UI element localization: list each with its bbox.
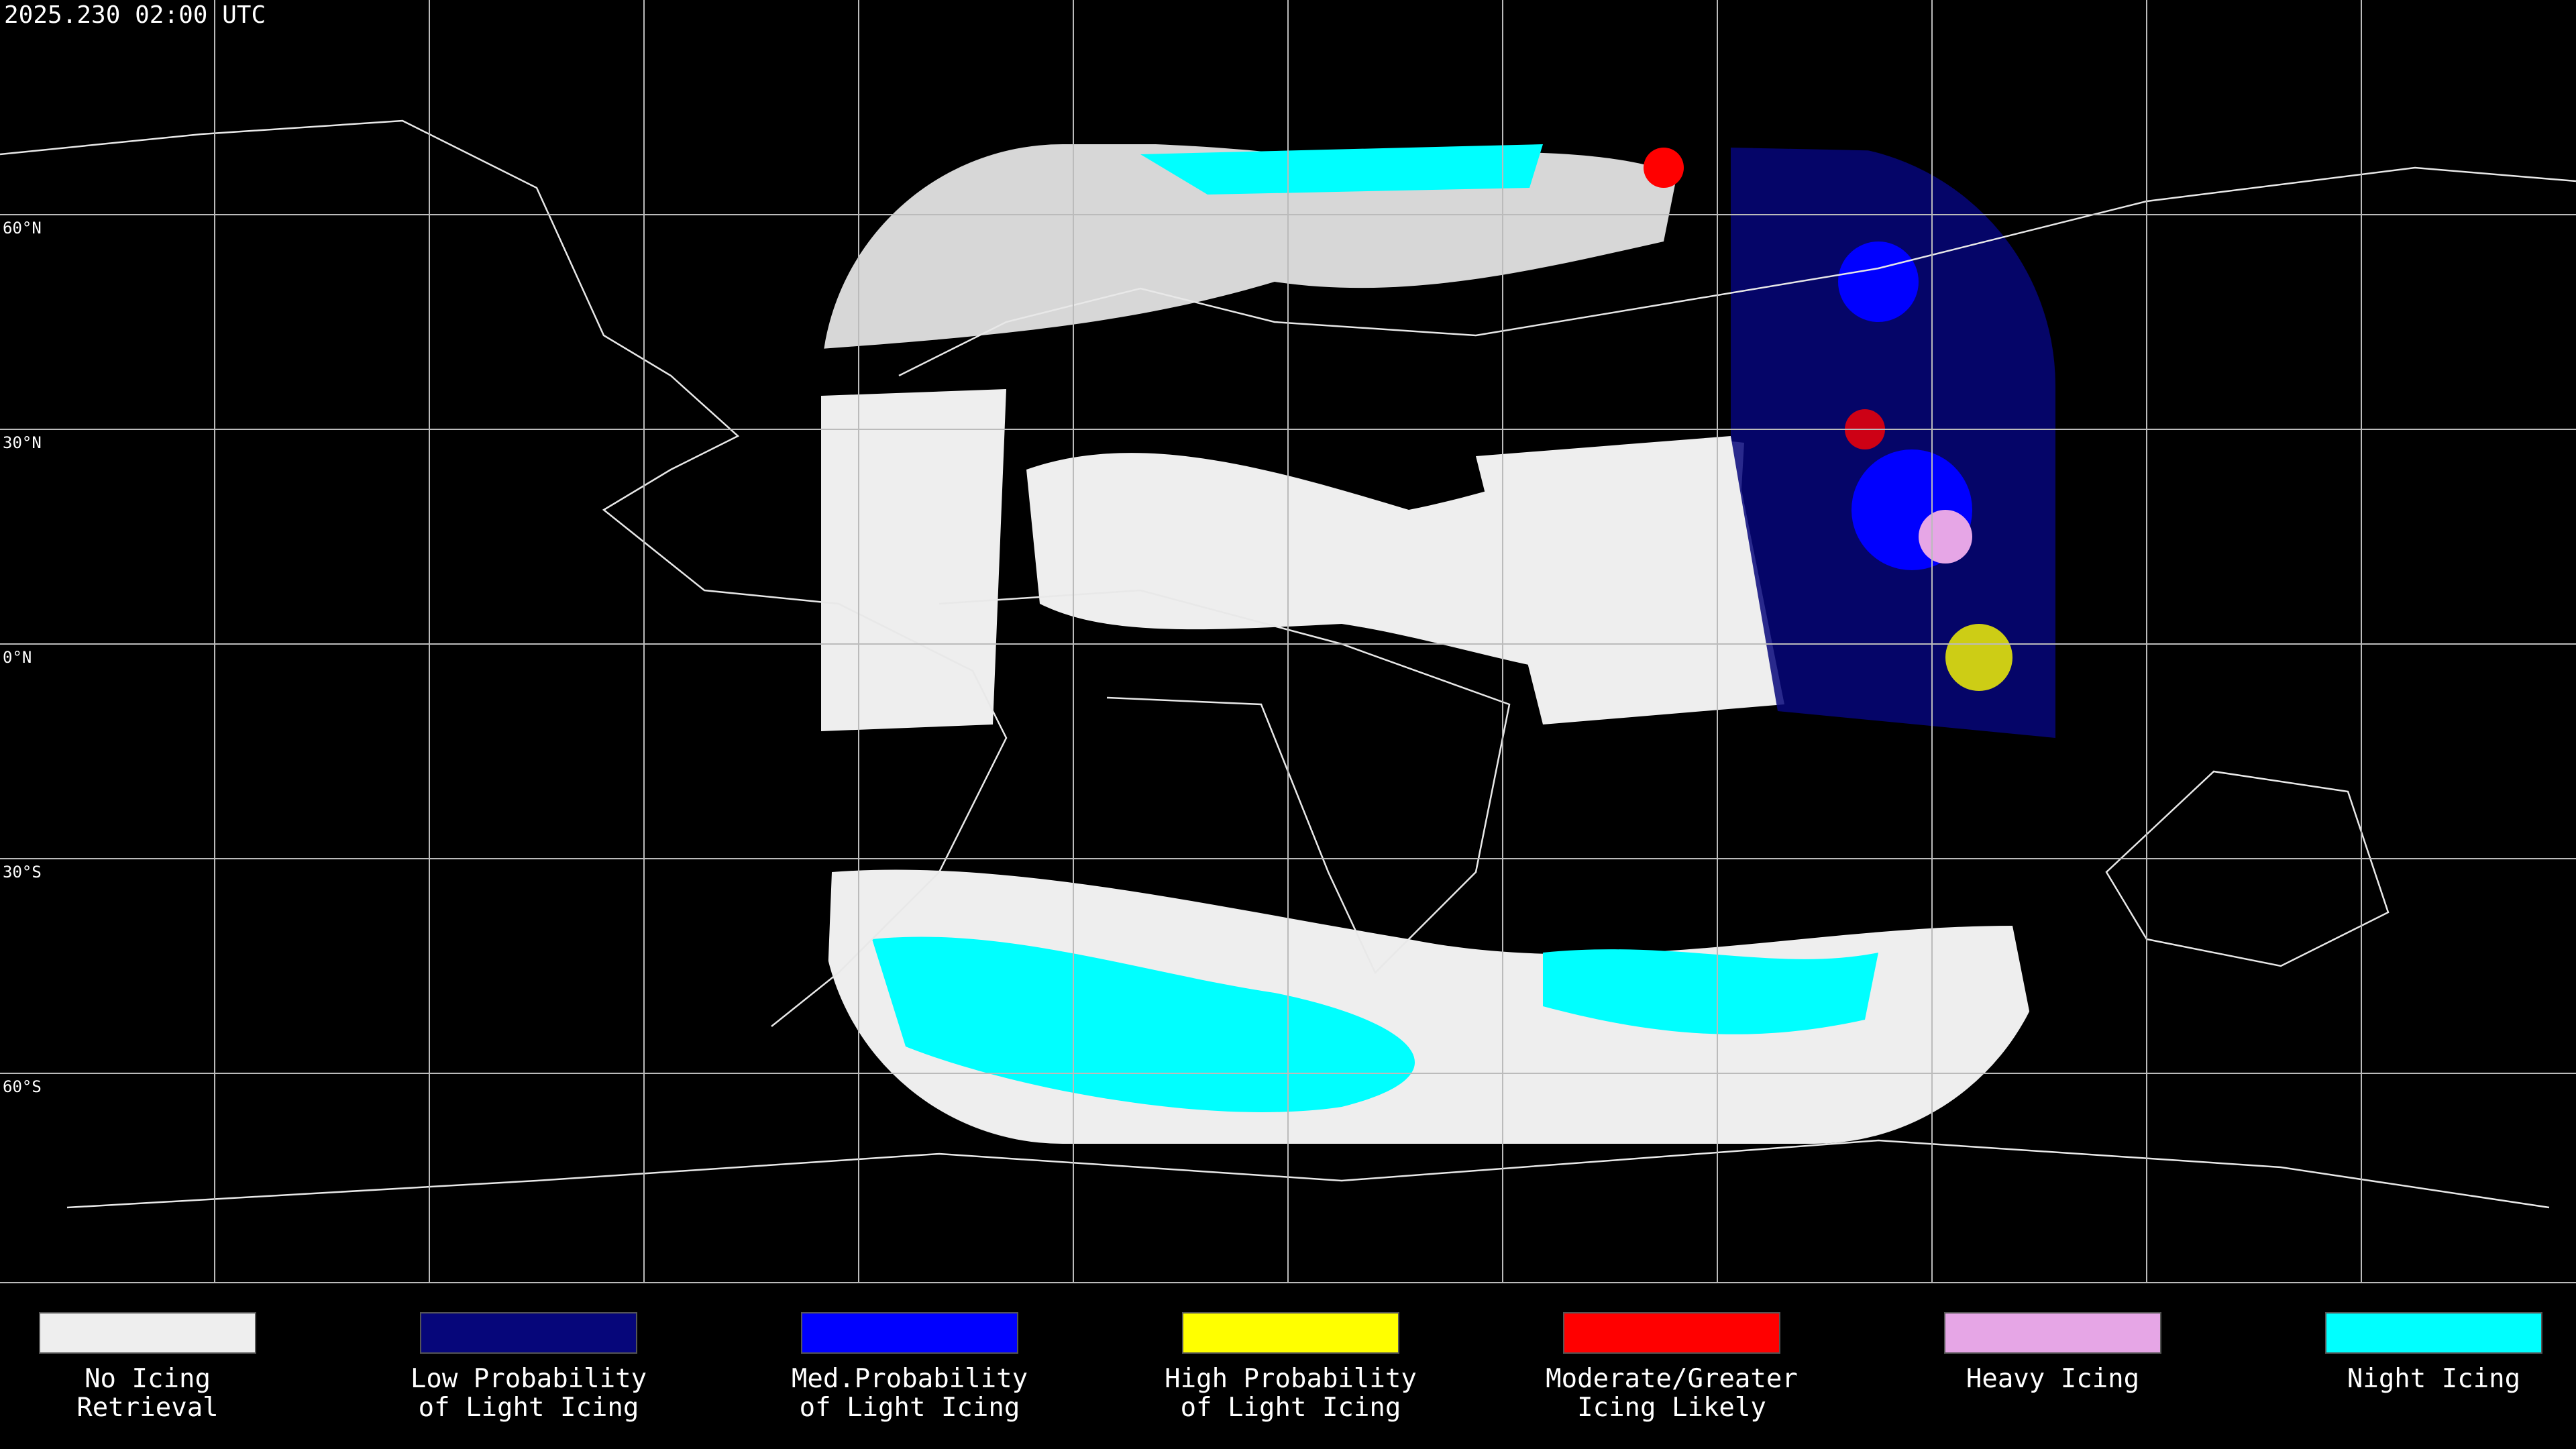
legend-swatch (1182, 1312, 1399, 1354)
legend-label: Heavy Icing (1966, 1364, 2139, 1394)
legend-swatch (801, 1312, 1018, 1354)
satellite-imagery (821, 144, 2055, 1144)
legend-label: Retrieval (76, 1393, 218, 1423)
legend-label: of Light Icing (419, 1393, 639, 1423)
graticule: 60°N 30°N 0°N 30°S 60°S (0, 0, 2576, 1283)
timestamp: 2025.230 02:00 UTC (4, 1, 266, 29)
legend-label: High Probability (1165, 1364, 1417, 1394)
legend-swatch (1563, 1312, 1780, 1354)
legend-label: Moderate/Greater (1546, 1364, 1798, 1394)
latitude-label: 0°N (3, 648, 32, 667)
latitude-label: 60°S (3, 1077, 42, 1096)
legend-label: Icing Likely (1577, 1393, 1766, 1423)
coastlines (0, 119, 2576, 1209)
legend-swatch (2325, 1312, 2542, 1354)
legend-label: Night Icing (2347, 1364, 2520, 1394)
legend-label: Med.Probability (792, 1364, 1028, 1394)
legend-swatch (1944, 1312, 2161, 1354)
legend-label: of Light Icing (800, 1393, 1020, 1423)
legend-swatch (39, 1312, 256, 1354)
latitude-label: 30°N (3, 433, 42, 452)
latitude-label: 60°N (3, 219, 42, 237)
legend-label: Low Probability (411, 1364, 647, 1394)
legend-label: No Icing (85, 1364, 211, 1394)
legend-label: of Light Icing (1181, 1393, 1401, 1423)
legend-swatch (420, 1312, 637, 1354)
latitude-label: 30°S (3, 863, 42, 881)
